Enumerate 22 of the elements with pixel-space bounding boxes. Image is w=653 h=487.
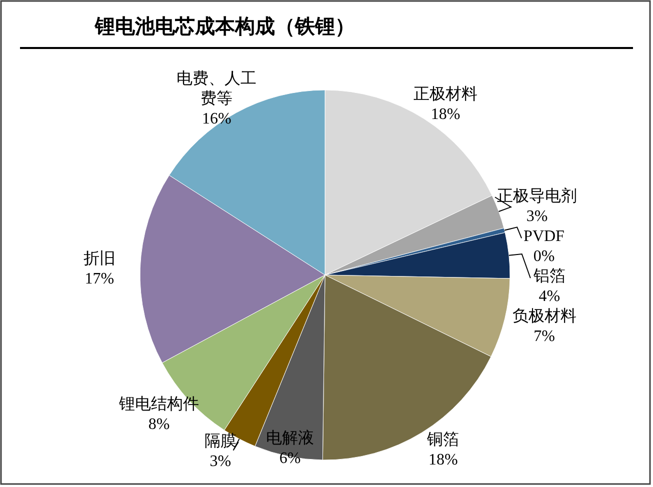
slice-label: 负极材料 <box>512 307 576 326</box>
data-label: 0% <box>533 248 555 266</box>
slice-label: 锂电结构件 <box>118 394 200 413</box>
data-label: 18% <box>428 451 458 468</box>
data-label: 3% <box>526 208 548 226</box>
slice-label: 铝箔 <box>532 268 566 286</box>
data-label: 18% <box>430 106 460 123</box>
data-label: 7% <box>534 328 556 346</box>
slice-label: PVDF <box>524 228 565 246</box>
chart-title: 锂电池电芯成本构成（铁锂） <box>94 16 355 38</box>
slice-label: 正极导电剂 <box>496 187 577 206</box>
data-label: 3% <box>210 453 232 470</box>
slice-label: 隔膜 <box>204 432 236 450</box>
slice-label: 电解液 <box>266 429 314 448</box>
slice-label: 电费、人工费等 <box>176 69 257 108</box>
data-label: 17% <box>84 270 114 288</box>
data-label: 4% <box>538 288 560 306</box>
slice-label: 折旧 <box>83 249 116 268</box>
data-label: 16% <box>202 110 232 128</box>
slice-label: 铜箔 <box>426 431 460 448</box>
data-label: 8% <box>148 416 170 433</box>
slice-label: 正极材料 <box>414 84 478 103</box>
